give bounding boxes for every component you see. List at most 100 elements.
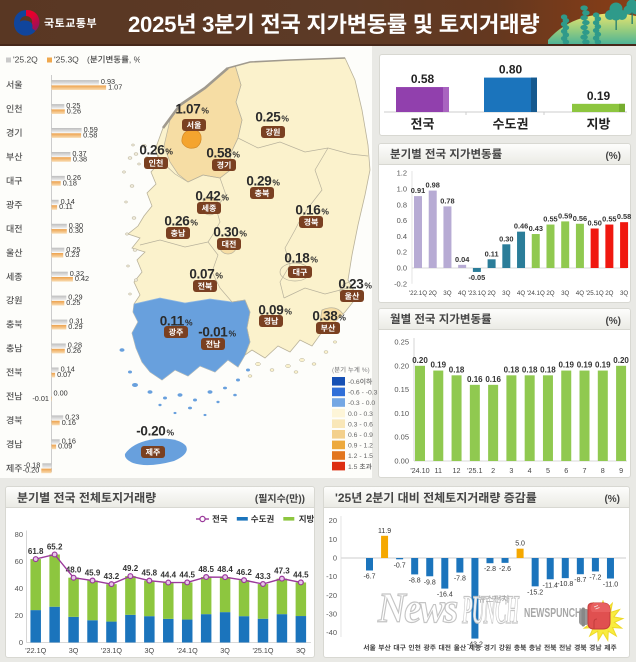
svg-text:강원: 강원 — [6, 294, 23, 307]
svg-text:-2.6: -2.6 — [499, 564, 511, 574]
svg-text:0.23: 0.23 — [65, 250, 79, 260]
svg-text:경남: 경남 — [589, 642, 602, 652]
svg-text:61.8: 61.8 — [28, 546, 44, 557]
svg-text:0.55: 0.55 — [602, 214, 616, 225]
svg-text:1.5 초과: 1.5 초과 — [348, 461, 373, 471]
svg-text:0.50: 0.50 — [587, 218, 601, 229]
svg-text:부산: 부산 — [378, 642, 391, 652]
svg-text:충북: 충북 — [6, 318, 23, 331]
svg-text:(분기변동률, %): (분기변동률, %) — [87, 54, 140, 66]
svg-text:45.9: 45.9 — [85, 568, 101, 579]
svg-text:0.16: 0.16 — [485, 374, 501, 385]
svg-text:-0.2: -0.2 — [394, 278, 407, 289]
svg-text:0.00: 0.00 — [54, 389, 68, 399]
svg-text:경남: 경남 — [264, 316, 279, 327]
svg-text:-0.20: -0.20 — [23, 466, 40, 476]
svg-text:(분기 누계 %): (분기 누계 %) — [332, 364, 370, 374]
svg-text:-0.6 - -0.3: -0.6 - -0.3 — [348, 387, 378, 397]
svg-text:0.05: 0.05 — [394, 432, 409, 443]
svg-text:경기: 경기 — [484, 642, 497, 652]
svg-text:제주: 제주 — [604, 642, 617, 652]
svg-text:0.32: 0.32 — [70, 269, 84, 279]
svg-text:'22.1Q: '22.1Q — [25, 646, 46, 656]
svg-text:48.0: 48.0 — [66, 565, 82, 576]
svg-text:세종: 세종 — [6, 270, 23, 283]
svg-text:'25.2Q: '25.2Q — [13, 54, 38, 66]
svg-text:1.2 - 1.5: 1.2 - 1.5 — [348, 450, 373, 460]
svg-text:0.18: 0.18 — [449, 364, 465, 375]
svg-text:3Q: 3Q — [502, 288, 510, 297]
svg-text:0.09: 0.09 — [58, 442, 72, 452]
svg-text:0.25: 0.25 — [394, 337, 409, 348]
svg-text:60: 60 — [15, 556, 23, 567]
svg-text:0.56: 0.56 — [573, 213, 587, 224]
svg-text:0.30: 0.30 — [499, 233, 513, 244]
svg-text:-8.7: -8.7 — [574, 575, 586, 585]
svg-text:-10: -10 — [326, 571, 337, 582]
svg-text:부산: 부산 — [321, 323, 336, 334]
svg-text:전남: 전남 — [6, 390, 23, 403]
svg-text:전국: 전국 — [411, 114, 435, 133]
svg-text:0.18: 0.18 — [522, 364, 538, 375]
svg-text:0.6: 0.6 — [397, 215, 407, 226]
svg-text:0.8: 0.8 — [397, 199, 407, 210]
svg-text:'25.1Q: '25.1Q — [586, 288, 604, 297]
svg-text:-16.4: -16.4 — [437, 590, 453, 600]
svg-text:0.30: 0.30 — [69, 221, 83, 231]
svg-text:0.29: 0.29 — [68, 293, 82, 303]
svg-text:4Q: 4Q — [517, 288, 525, 297]
svg-text:0.26: 0.26 — [67, 107, 81, 117]
svg-text:'25.1Q: '25.1Q — [253, 646, 274, 656]
svg-text:0.58: 0.58 — [83, 130, 97, 140]
svg-text:1.07: 1.07 — [108, 83, 122, 93]
svg-text:-30: -30 — [326, 608, 337, 619]
svg-text:0.31: 0.31 — [69, 317, 83, 327]
svg-text:3Q: 3Q — [296, 646, 306, 656]
svg-text:0.59: 0.59 — [84, 125, 98, 135]
svg-text:3Q: 3Q — [69, 646, 79, 656]
svg-text:49.2: 49.2 — [123, 563, 139, 574]
svg-text:0.55: 0.55 — [543, 214, 557, 225]
svg-text:'23.1Q: '23.1Q — [101, 646, 122, 656]
svg-text:0.25: 0.25 — [66, 101, 80, 111]
svg-text:'24.1Q: '24.1Q — [527, 288, 545, 297]
svg-text:6: 6 — [564, 466, 568, 476]
svg-text:대전: 대전 — [222, 239, 237, 250]
svg-text:20: 20 — [15, 610, 23, 621]
svg-text:전국: 전국 — [212, 513, 228, 525]
svg-text:0.9 - 1.2: 0.9 - 1.2 — [348, 440, 373, 450]
svg-text:대구: 대구 — [6, 174, 23, 187]
svg-text:1.0: 1.0 — [397, 184, 407, 195]
svg-text:0.20: 0.20 — [412, 355, 428, 366]
svg-text:'23.1Q: '23.1Q — [468, 288, 486, 297]
svg-text:5: 5 — [546, 466, 550, 476]
svg-text:인천: 인천 — [149, 158, 164, 169]
svg-text:48.4: 48.4 — [217, 564, 233, 575]
svg-text:0.59: 0.59 — [558, 210, 572, 221]
svg-text:충남: 충남 — [171, 228, 186, 239]
svg-text:-0.3 - 0.0: -0.3 - 0.0 — [348, 397, 375, 407]
svg-text:44.5: 44.5 — [179, 569, 195, 580]
svg-text:서울: 서울 — [363, 642, 376, 652]
svg-text:2: 2 — [491, 466, 495, 476]
svg-text:-20: -20 — [326, 590, 337, 601]
svg-text:0.19: 0.19 — [558, 360, 574, 371]
svg-text:0.18: 0.18 — [504, 364, 520, 375]
svg-text:-0.01%: -0.01% — [198, 321, 236, 341]
svg-text:0.25: 0.25 — [66, 298, 80, 308]
svg-text:1.2: 1.2 — [397, 168, 407, 179]
svg-text:3Q: 3Q — [443, 288, 451, 297]
svg-text:-40: -40 — [326, 627, 337, 638]
svg-text:울산: 울산 — [454, 642, 467, 652]
svg-text:0.37: 0.37 — [72, 149, 86, 159]
svg-text:8: 8 — [601, 466, 605, 476]
svg-text:0.28: 0.28 — [68, 341, 82, 351]
svg-text:0.58: 0.58 — [411, 70, 435, 87]
svg-text:0.23%: 0.23% — [338, 273, 372, 293]
svg-text:0.38: 0.38 — [73, 154, 87, 164]
svg-text:-15.2: -15.2 — [527, 587, 543, 597]
svg-text:경기: 경기 — [217, 160, 232, 171]
svg-text:0.18: 0.18 — [63, 178, 77, 188]
svg-text:전남: 전남 — [559, 642, 572, 652]
svg-text:0.93: 0.93 — [101, 77, 115, 87]
